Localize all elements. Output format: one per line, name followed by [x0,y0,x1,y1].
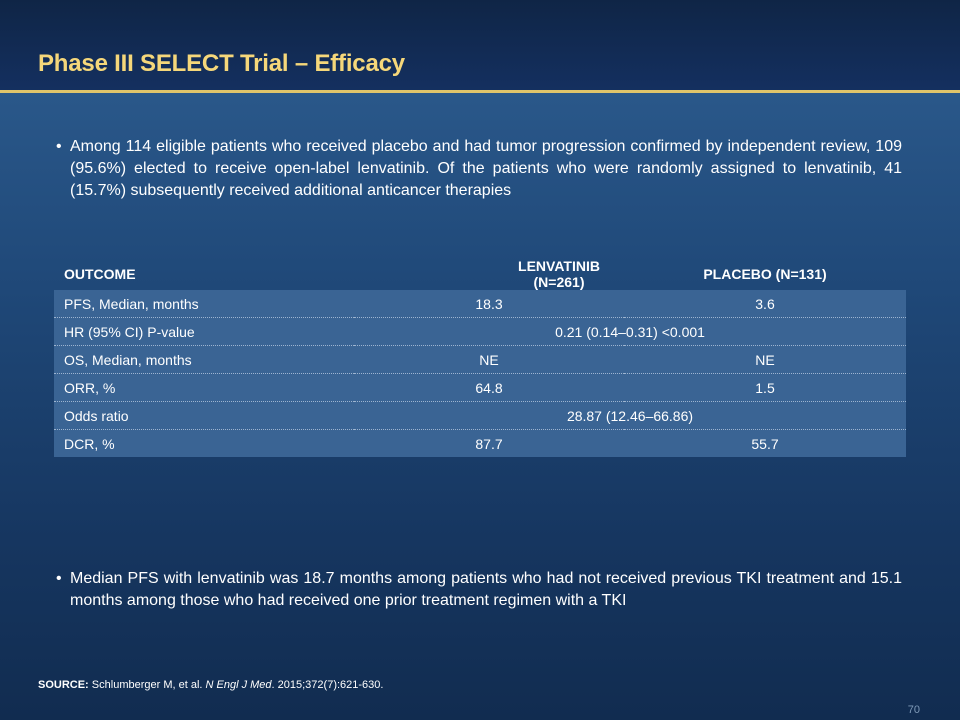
bullet-dot-icon: • [56,138,62,155]
title-bar: Phase III SELECT Trial – Efficacy [0,0,960,92]
table-row: HR (95% CI) P-value 0.21 (0.14–0.31) <0.… [54,317,906,346]
row-outcome: OS, Median, months [54,345,354,374]
source-journal: N Engl J Med [205,679,272,691]
row-placebo-value: 55.7 [624,429,906,457]
table-row: DCR, % 87.7 55.7 [54,429,906,457]
source-authors: Schlumberger M, et al. [91,679,203,691]
row-lenvatinib-value: 64.8 [354,373,624,402]
table-row: Odds ratio 28.87 (12.46–66.86) [54,401,906,430]
table-row: PFS, Median, months 18.3 3.6 [54,290,906,318]
page-number: 70 [907,704,920,716]
row-combined-value: 0.21 (0.14–0.31) <0.001 [354,317,906,346]
row-outcome: Odds ratio [54,401,354,430]
source-details: . 2015;372(7):621-630. [271,679,384,691]
row-combined-value: 28.87 (12.46–66.86) [354,401,906,430]
row-placebo-value: 1.5 [624,373,906,402]
row-lenvatinib-value: NE [354,345,624,374]
bullet-2: • Median PFS with lenvatinib was 18.7 mo… [56,568,902,612]
row-outcome: HR (95% CI) P-value [54,317,354,346]
bullet-1: • Among 114 eligible patients who receiv… [56,136,902,202]
table-row: OS, Median, months NE NE [54,345,906,374]
source-citation: SOURCE: Schlumberger M, et al. N Engl J … [38,679,383,691]
table-row: ORR, % 64.8 1.5 [54,373,906,402]
header-placebo: PLACEBO (N=131) [703,266,827,282]
row-outcome: DCR, % [54,429,354,457]
slide-title: Phase III SELECT Trial – Efficacy [38,50,405,77]
title-divider [0,90,960,93]
table-header-row: OUTCOME LENVATINIB (N=261) PLACEBO (N=13… [54,258,906,290]
bullet-dot-icon: • [56,570,62,587]
header-lenvatinib: LENVATINIB (N=261) [518,258,600,290]
outcomes-table: OUTCOME LENVATINIB (N=261) PLACEBO (N=13… [54,258,906,457]
row-lenvatinib-value: 18.3 [354,290,624,318]
row-placebo-value: 3.6 [624,290,906,318]
row-placebo-value: NE [624,345,906,374]
bullet-1-text: Among 114 eligible patients who received… [70,138,902,199]
row-lenvatinib-value: 87.7 [354,429,624,457]
bullet-2-text: Median PFS with lenvatinib was 18.7 mont… [70,570,902,609]
header-outcome: OUTCOME [64,266,136,282]
row-outcome: PFS, Median, months [54,290,354,318]
source-label: SOURCE: [38,679,89,691]
row-outcome: ORR, % [54,373,354,402]
